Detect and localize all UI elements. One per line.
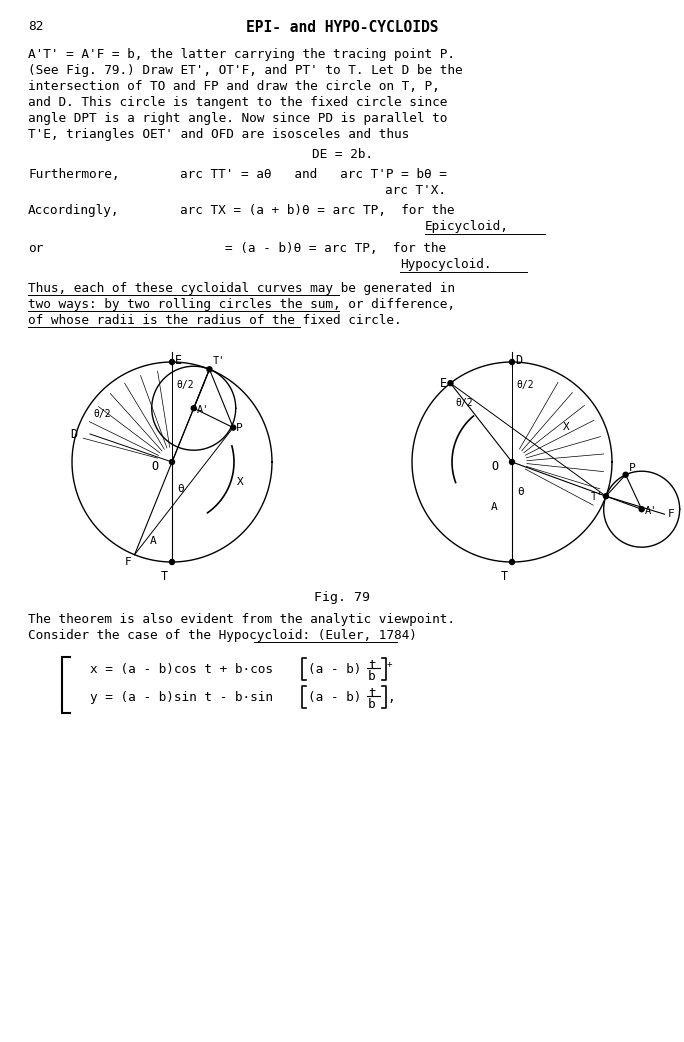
Text: (a - b): (a - b) — [308, 691, 361, 704]
Circle shape — [510, 460, 514, 465]
Text: A': A' — [197, 405, 209, 415]
Text: F: F — [668, 510, 674, 519]
Text: O: O — [491, 461, 498, 473]
Text: The theorem is also evident from the analytic viewpoint.: The theorem is also evident from the ana… — [28, 613, 455, 626]
Circle shape — [510, 560, 514, 565]
Text: EPI- and HYPO-CYCLOIDS: EPI- and HYPO-CYCLOIDS — [246, 20, 438, 35]
Text: X: X — [563, 422, 570, 432]
Text: 82: 82 — [28, 20, 43, 33]
Circle shape — [639, 506, 644, 512]
Text: P: P — [629, 463, 635, 473]
Text: ,: , — [387, 691, 395, 704]
Text: y = (a - b)sin t - b·sin: y = (a - b)sin t - b·sin — [90, 691, 273, 704]
Text: T': T' — [213, 356, 225, 367]
Text: P: P — [236, 423, 243, 432]
Text: T'E, triangles OET' and OFD are isosceles and thus: T'E, triangles OET' and OFD are isoscele… — [28, 128, 409, 141]
Circle shape — [603, 494, 609, 499]
Text: = (a - b)θ = arc TP,  for the: = (a - b)θ = arc TP, for the — [225, 242, 446, 255]
Circle shape — [170, 560, 174, 565]
Circle shape — [170, 359, 174, 365]
Text: T: T — [501, 570, 508, 584]
Circle shape — [231, 425, 236, 430]
Text: θ: θ — [177, 483, 184, 494]
Text: θ: θ — [517, 487, 524, 497]
Text: A: A — [150, 536, 157, 546]
Text: of whose radii is the radius of the fixed circle.: of whose radii is the radius of the fixe… — [28, 314, 402, 327]
Text: O: O — [151, 461, 158, 473]
Text: θ/2: θ/2 — [176, 380, 194, 390]
Text: E: E — [440, 377, 447, 390]
Text: +: + — [387, 660, 393, 669]
Text: intersection of TO and FP and draw the circle on T, P,: intersection of TO and FP and draw the c… — [28, 80, 440, 93]
Text: two ways: by two rolling circles the sum, or difference,: two ways: by two rolling circles the sum… — [28, 298, 455, 311]
Text: A: A — [491, 502, 498, 512]
Circle shape — [510, 359, 514, 365]
Text: Epicycloid,: Epicycloid, — [425, 220, 509, 233]
Text: or: or — [28, 242, 43, 255]
Text: t: t — [368, 659, 376, 672]
Text: F: F — [124, 556, 131, 567]
Text: A'T' = A'F = b, the latter carrying the tracing point P.: A'T' = A'F = b, the latter carrying the … — [28, 48, 455, 61]
Text: DE = 2b.: DE = 2b. — [311, 148, 373, 162]
Text: T: T — [161, 570, 168, 584]
Text: Thus, each of these cycloidal curves may be generated in: Thus, each of these cycloidal curves may… — [28, 282, 455, 295]
Text: θ/2: θ/2 — [456, 398, 473, 408]
Text: arc TX = (a + b)θ = arc TP,  for the: arc TX = (a + b)θ = arc TP, for the — [180, 204, 454, 217]
Circle shape — [170, 460, 174, 465]
Text: b: b — [368, 698, 376, 711]
Text: Fig. 79: Fig. 79 — [314, 591, 370, 604]
Circle shape — [623, 472, 628, 477]
Text: D: D — [70, 427, 77, 441]
Text: A': A' — [645, 506, 657, 516]
Text: E: E — [175, 354, 182, 368]
Text: Consider the case of the Hypocycloid: (Euler, 1784): Consider the case of the Hypocycloid: (E… — [28, 629, 417, 642]
Circle shape — [192, 405, 196, 411]
Text: D: D — [515, 354, 522, 368]
Text: Accordingly,: Accordingly, — [28, 204, 120, 217]
Text: Furthermore,: Furthermore, — [28, 168, 120, 181]
Text: T': T' — [590, 492, 603, 502]
Text: (See Fig. 79.) Draw ET', OT'F, and PT' to T. Let D be the: (See Fig. 79.) Draw ET', OT'F, and PT' t… — [28, 64, 462, 77]
Circle shape — [207, 367, 212, 372]
Text: b: b — [368, 670, 376, 683]
Text: and D. This circle is tangent to the fixed circle since: and D. This circle is tangent to the fix… — [28, 96, 447, 109]
Text: arc T'X.: arc T'X. — [385, 184, 446, 197]
Text: angle DPT is a right angle. Now since PD is parallel to: angle DPT is a right angle. Now since PD… — [28, 111, 447, 125]
Text: arc TT' = aθ   and   arc T'P = bθ =: arc TT' = aθ and arc T'P = bθ = — [180, 168, 447, 181]
Text: t: t — [368, 687, 376, 700]
Text: X: X — [237, 477, 244, 487]
Text: x = (a - b)cos t + b·cos: x = (a - b)cos t + b·cos — [90, 663, 273, 676]
Text: θ/2: θ/2 — [93, 410, 111, 419]
Text: θ/2: θ/2 — [516, 380, 534, 390]
Text: (a - b): (a - b) — [308, 663, 361, 676]
Text: Hypocycloid.: Hypocycloid. — [400, 258, 492, 271]
Circle shape — [448, 380, 453, 386]
